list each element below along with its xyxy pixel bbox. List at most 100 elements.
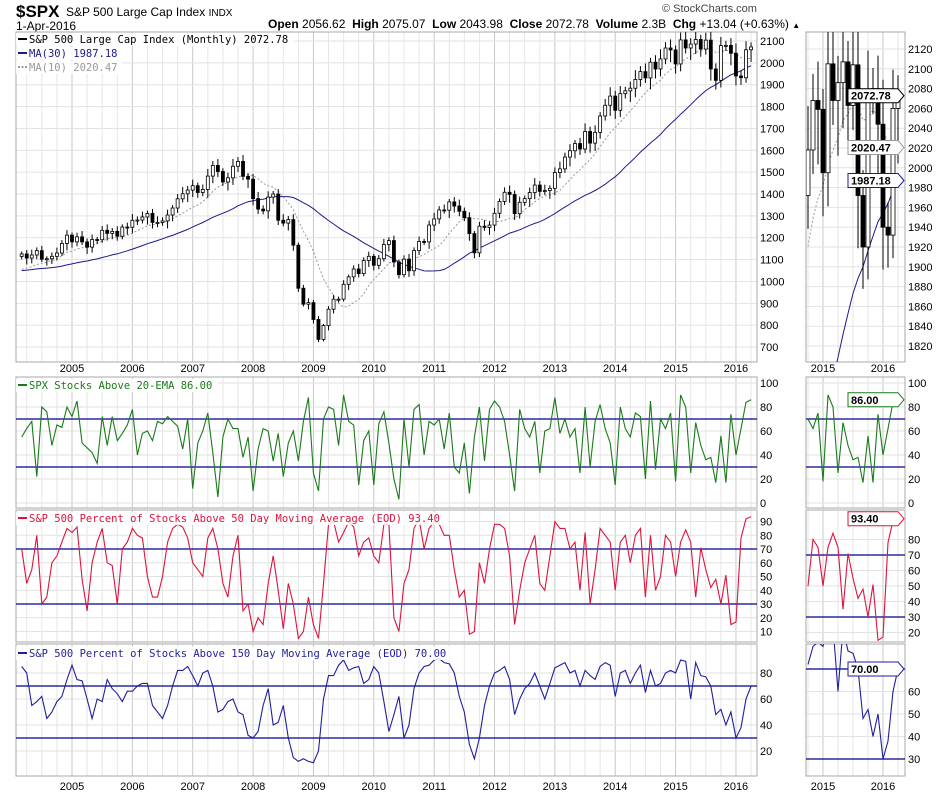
candle-body	[281, 219, 286, 224]
low-label: Low	[432, 17, 457, 31]
x-tick-label: 2014	[603, 781, 627, 793]
candle-body	[810, 100, 816, 151]
x-tick-label: 2015	[811, 363, 835, 375]
indicator-series	[806, 518, 905, 642]
candle-body	[522, 198, 527, 203]
candle-body	[608, 95, 613, 106]
legend-ma30: MA(30) 1987.18	[29, 48, 118, 60]
candle-body	[734, 52, 738, 77]
candle-body	[215, 164, 220, 172]
y-tick-label: 800	[760, 320, 778, 332]
candle-body	[100, 229, 105, 241]
candle-body	[653, 61, 658, 70]
candle-body	[336, 298, 341, 301]
x-tick-label: 2009	[301, 363, 325, 375]
volume-value: 2.3B	[641, 17, 667, 31]
candle-body	[678, 39, 683, 65]
quote-summary: Open 2056.62 High 2075.07 Low 2043.98 Cl…	[268, 17, 800, 31]
candle-body	[668, 47, 673, 51]
x-tick-label: 2016	[871, 363, 895, 375]
x-tick-label: 2010	[362, 781, 386, 793]
candle-body	[150, 213, 155, 223]
panel-border	[15, 643, 758, 777]
low-value: 2043.98	[459, 17, 503, 31]
candle-body	[200, 189, 205, 193]
candle-body	[226, 177, 230, 183]
candle-body	[708, 39, 713, 70]
candle-body	[397, 261, 401, 276]
candle-body	[512, 194, 517, 215]
symbol-name: S&P 500 Large Cap Index INDX	[66, 5, 232, 19]
candle-body	[885, 226, 891, 236]
candle-body	[95, 239, 100, 241]
x-tick-label: 2008	[241, 363, 265, 375]
legend-ma30-bg	[16, 47, 122, 60]
candle-body	[39, 250, 44, 260]
legend-ma10: MA(10) 2020.47	[29, 62, 118, 74]
candle-body	[210, 164, 215, 177]
x-tick-label: 2005	[60, 781, 84, 793]
candle-body	[724, 44, 728, 47]
candle-body	[437, 209, 442, 220]
y-tick-label: 1500	[760, 167, 784, 179]
legend-ind1: SPX Stocks Above 20-EMA 86.00	[29, 380, 212, 392]
candle-body	[613, 95, 618, 111]
legend-price-bg	[16, 33, 295, 46]
x-tick-label: 2010	[362, 363, 386, 375]
y-tick-label: 100	[760, 378, 778, 390]
candle-body	[865, 89, 871, 248]
indicator-line	[21, 658, 752, 764]
candle-body	[246, 175, 250, 180]
candle-body	[175, 198, 180, 209]
ma30-tag: 1987.18	[851, 175, 891, 187]
y-tick-label: 1900	[908, 262, 932, 274]
y-tick-label: 60	[760, 694, 772, 706]
candle-body	[860, 195, 866, 248]
y-tick-label: 2060	[908, 103, 932, 115]
candle-body	[155, 222, 160, 224]
y-tick-label: 40	[908, 450, 920, 462]
ma10-tag-box	[847, 140, 905, 156]
x-tick-label: 2016	[724, 363, 748, 375]
candle-body	[588, 131, 592, 144]
y-tick-label: 1000	[760, 276, 784, 288]
candle-body	[442, 209, 447, 212]
candle-body	[135, 219, 140, 222]
legend-ind3-bg	[16, 647, 455, 660]
panel-border	[15, 376, 758, 509]
candle-body	[351, 268, 356, 278]
candle-body	[542, 190, 547, 192]
x-tick-label: 2011	[422, 781, 446, 793]
y-tick-label: 1800	[760, 102, 784, 114]
candle-body	[80, 236, 84, 243]
candle-body	[65, 234, 69, 244]
legend-ind1-bg	[16, 379, 218, 392]
y-tick-label: 60	[760, 558, 772, 570]
candle-body	[422, 241, 427, 243]
ind1-tag-box	[847, 392, 905, 408]
y-tick-label: 80	[760, 402, 772, 414]
y-tick-label: 40	[760, 720, 772, 732]
candle-body	[130, 219, 135, 228]
panel-border	[805, 509, 906, 643]
candle-body	[718, 45, 723, 81]
candle-body	[815, 100, 821, 110]
y-tick-label: 2080	[908, 84, 932, 96]
x-tick-label: 2015	[663, 363, 687, 375]
candle-body	[44, 258, 49, 261]
indicator-line	[807, 644, 899, 760]
chg-label: Chg	[672, 17, 697, 31]
y-tick-label: 60	[908, 687, 920, 699]
candle-body	[427, 224, 432, 243]
candle-body	[316, 319, 321, 340]
candle-body	[558, 168, 562, 173]
y-tick-label: 900	[760, 298, 778, 310]
close-value: 2072.78	[545, 17, 589, 31]
candle-body	[241, 161, 245, 177]
y-tick-label: 1920	[908, 242, 932, 254]
x-tick-label: 2013	[543, 363, 567, 375]
high-label: High	[352, 17, 379, 31]
y-tick-label: 40	[908, 732, 920, 744]
candle-body	[749, 46, 753, 51]
legend-ind2: S&P 500 Percent of Stocks Above 50 Day M…	[29, 513, 440, 525]
